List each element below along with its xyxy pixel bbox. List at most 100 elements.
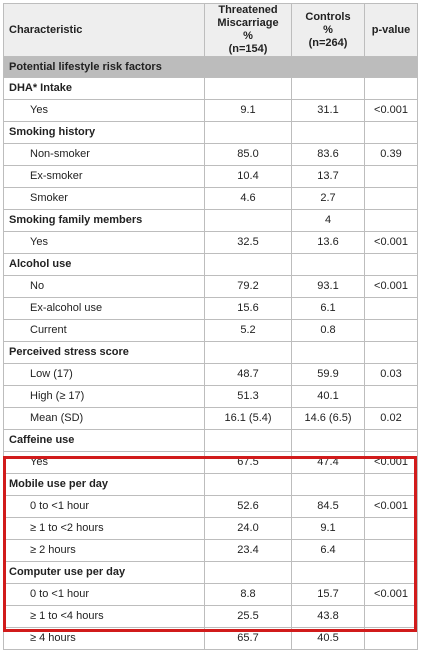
row-label: Yes [3,451,205,474]
header-controls-line2: % [323,23,333,36]
table-row: No 79.2 93.1 <0.001 [3,275,418,298]
p-value [364,121,418,144]
threatened-value [204,561,292,584]
p-value [364,341,418,364]
controls-value [291,121,365,144]
controls-value: 6.4 [291,539,365,562]
row-label: DHA* Intake [3,77,205,100]
table-row: Low (17) 48.7 59.9 0.03 [3,363,418,386]
threatened-value: 51.3 [204,385,292,408]
row-label: Smoking history [3,121,205,144]
table-row: ≥ 2 hours 23.4 6.4 [3,539,418,562]
row-label: Ex-smoker [3,165,205,188]
p-value: <0.001 [364,99,418,122]
threatened-value: 65.7 [204,627,292,650]
controls-value: 93.1 [291,275,365,298]
p-value [364,187,418,210]
p-value [364,165,418,188]
table-row: Non-smoker 85.0 83.6 0.39 [3,143,418,166]
controls-value [291,253,365,276]
p-value: <0.001 [364,231,418,254]
p-value: 0.02 [364,407,418,430]
threatened-value: 8.8 [204,583,292,606]
group-row: Caffeine use [3,429,418,452]
row-label: Smoking family members [3,209,205,232]
threatened-value: 24.0 [204,517,292,540]
threatened-value [204,341,292,364]
table-row: Ex-smoker 10.4 13.7 [3,165,418,188]
group-row: Alcohol use [3,253,418,276]
p-value: 0.39 [364,143,418,166]
group-row: Computer use per day [3,561,418,584]
row-label: Yes [3,231,205,254]
threatened-value: 4.6 [204,187,292,210]
header-controls: Controls % (n=264) [291,3,365,57]
row-label: ≥ 1 to <4 hours [3,605,205,628]
controls-value: 84.5 [291,495,365,518]
controls-value: 83.6 [291,143,365,166]
threatened-value: 52.6 [204,495,292,518]
table-row: Smoker 4.6 2.7 [3,187,418,210]
controls-value: 4 [291,209,365,232]
threatened-value: 32.5 [204,231,292,254]
controls-value: 2.7 [291,187,365,210]
p-value [364,209,418,232]
threatened-value: 67.5 [204,451,292,474]
p-value [364,253,418,276]
table-row: Yes 67.5 47.4 <0.001 [3,451,418,474]
controls-value: 40.1 [291,385,365,408]
controls-value: 47.4 [291,451,365,474]
threatened-value: 9.1 [204,99,292,122]
table-row: Yes 9.1 31.1 <0.001 [3,99,418,122]
table-row: Current 5.2 0.8 [3,319,418,342]
section-label: Potential lifestyle risk factors [3,56,418,78]
header-threatened-line4: (n=154) [228,43,268,55]
row-label: High (≥ 17) [3,385,205,408]
controls-value [291,561,365,584]
table-row: Mean (SD) 16.1 (5.4) 14.6 (6.5) 0.02 [3,407,418,430]
group-row: Smoking family members 4 [3,209,418,232]
header-p-value: p-value [364,3,418,57]
threatened-value [204,209,292,232]
table-body: Potential lifestyle risk factors DHA* Int… [3,56,418,650]
header-controls-line1: Controls [305,10,351,23]
row-label: Yes [3,99,205,122]
table-row: ≥ 4 hours 65.7 40.5 [3,627,418,650]
threatened-value [204,429,292,452]
p-value [364,627,418,650]
row-label: ≥ 2 hours [3,539,205,562]
controls-value: 0.8 [291,319,365,342]
p-value: <0.001 [364,495,418,518]
threatened-value: 79.2 [204,275,292,298]
group-row: Mobile use per day [3,473,418,496]
p-value [364,429,418,452]
table-row: ≥ 1 to <2 hours 24.0 9.1 [3,517,418,540]
threatened-value: 23.4 [204,539,292,562]
threatened-value [204,473,292,496]
controls-value [291,77,365,100]
row-label: Low (17) [3,363,205,386]
p-value [364,319,418,342]
controls-value [291,341,365,364]
table-header-row: Characteristic Threatened Miscarriage % … [3,3,418,57]
p-value [364,539,418,562]
controls-value [291,429,365,452]
row-label: Perceived stress score [3,341,205,364]
controls-value: 6.1 [291,297,365,320]
p-value [364,473,418,496]
p-value [364,605,418,628]
table-row: ≥ 1 to <4 hours 25.5 43.8 [3,605,418,628]
p-value [364,517,418,540]
header-threatened-line1: Threatened [218,4,278,16]
header-threatened-line2: Miscarriage [217,17,279,29]
row-label: Current [3,319,205,342]
table-row: Ex-alcohol use 15.6 6.1 [3,297,418,320]
threatened-value: 16.1 (5.4) [204,407,292,430]
table-row: 0 to <1 hour 8.8 15.7 <0.001 [3,583,418,606]
threatened-value: 25.5 [204,605,292,628]
controls-value: 40.5 [291,627,365,650]
row-label: 0 to <1 hour [3,495,205,518]
p-value [364,77,418,100]
p-value [364,561,418,584]
row-label: 0 to <1 hour [3,583,205,606]
